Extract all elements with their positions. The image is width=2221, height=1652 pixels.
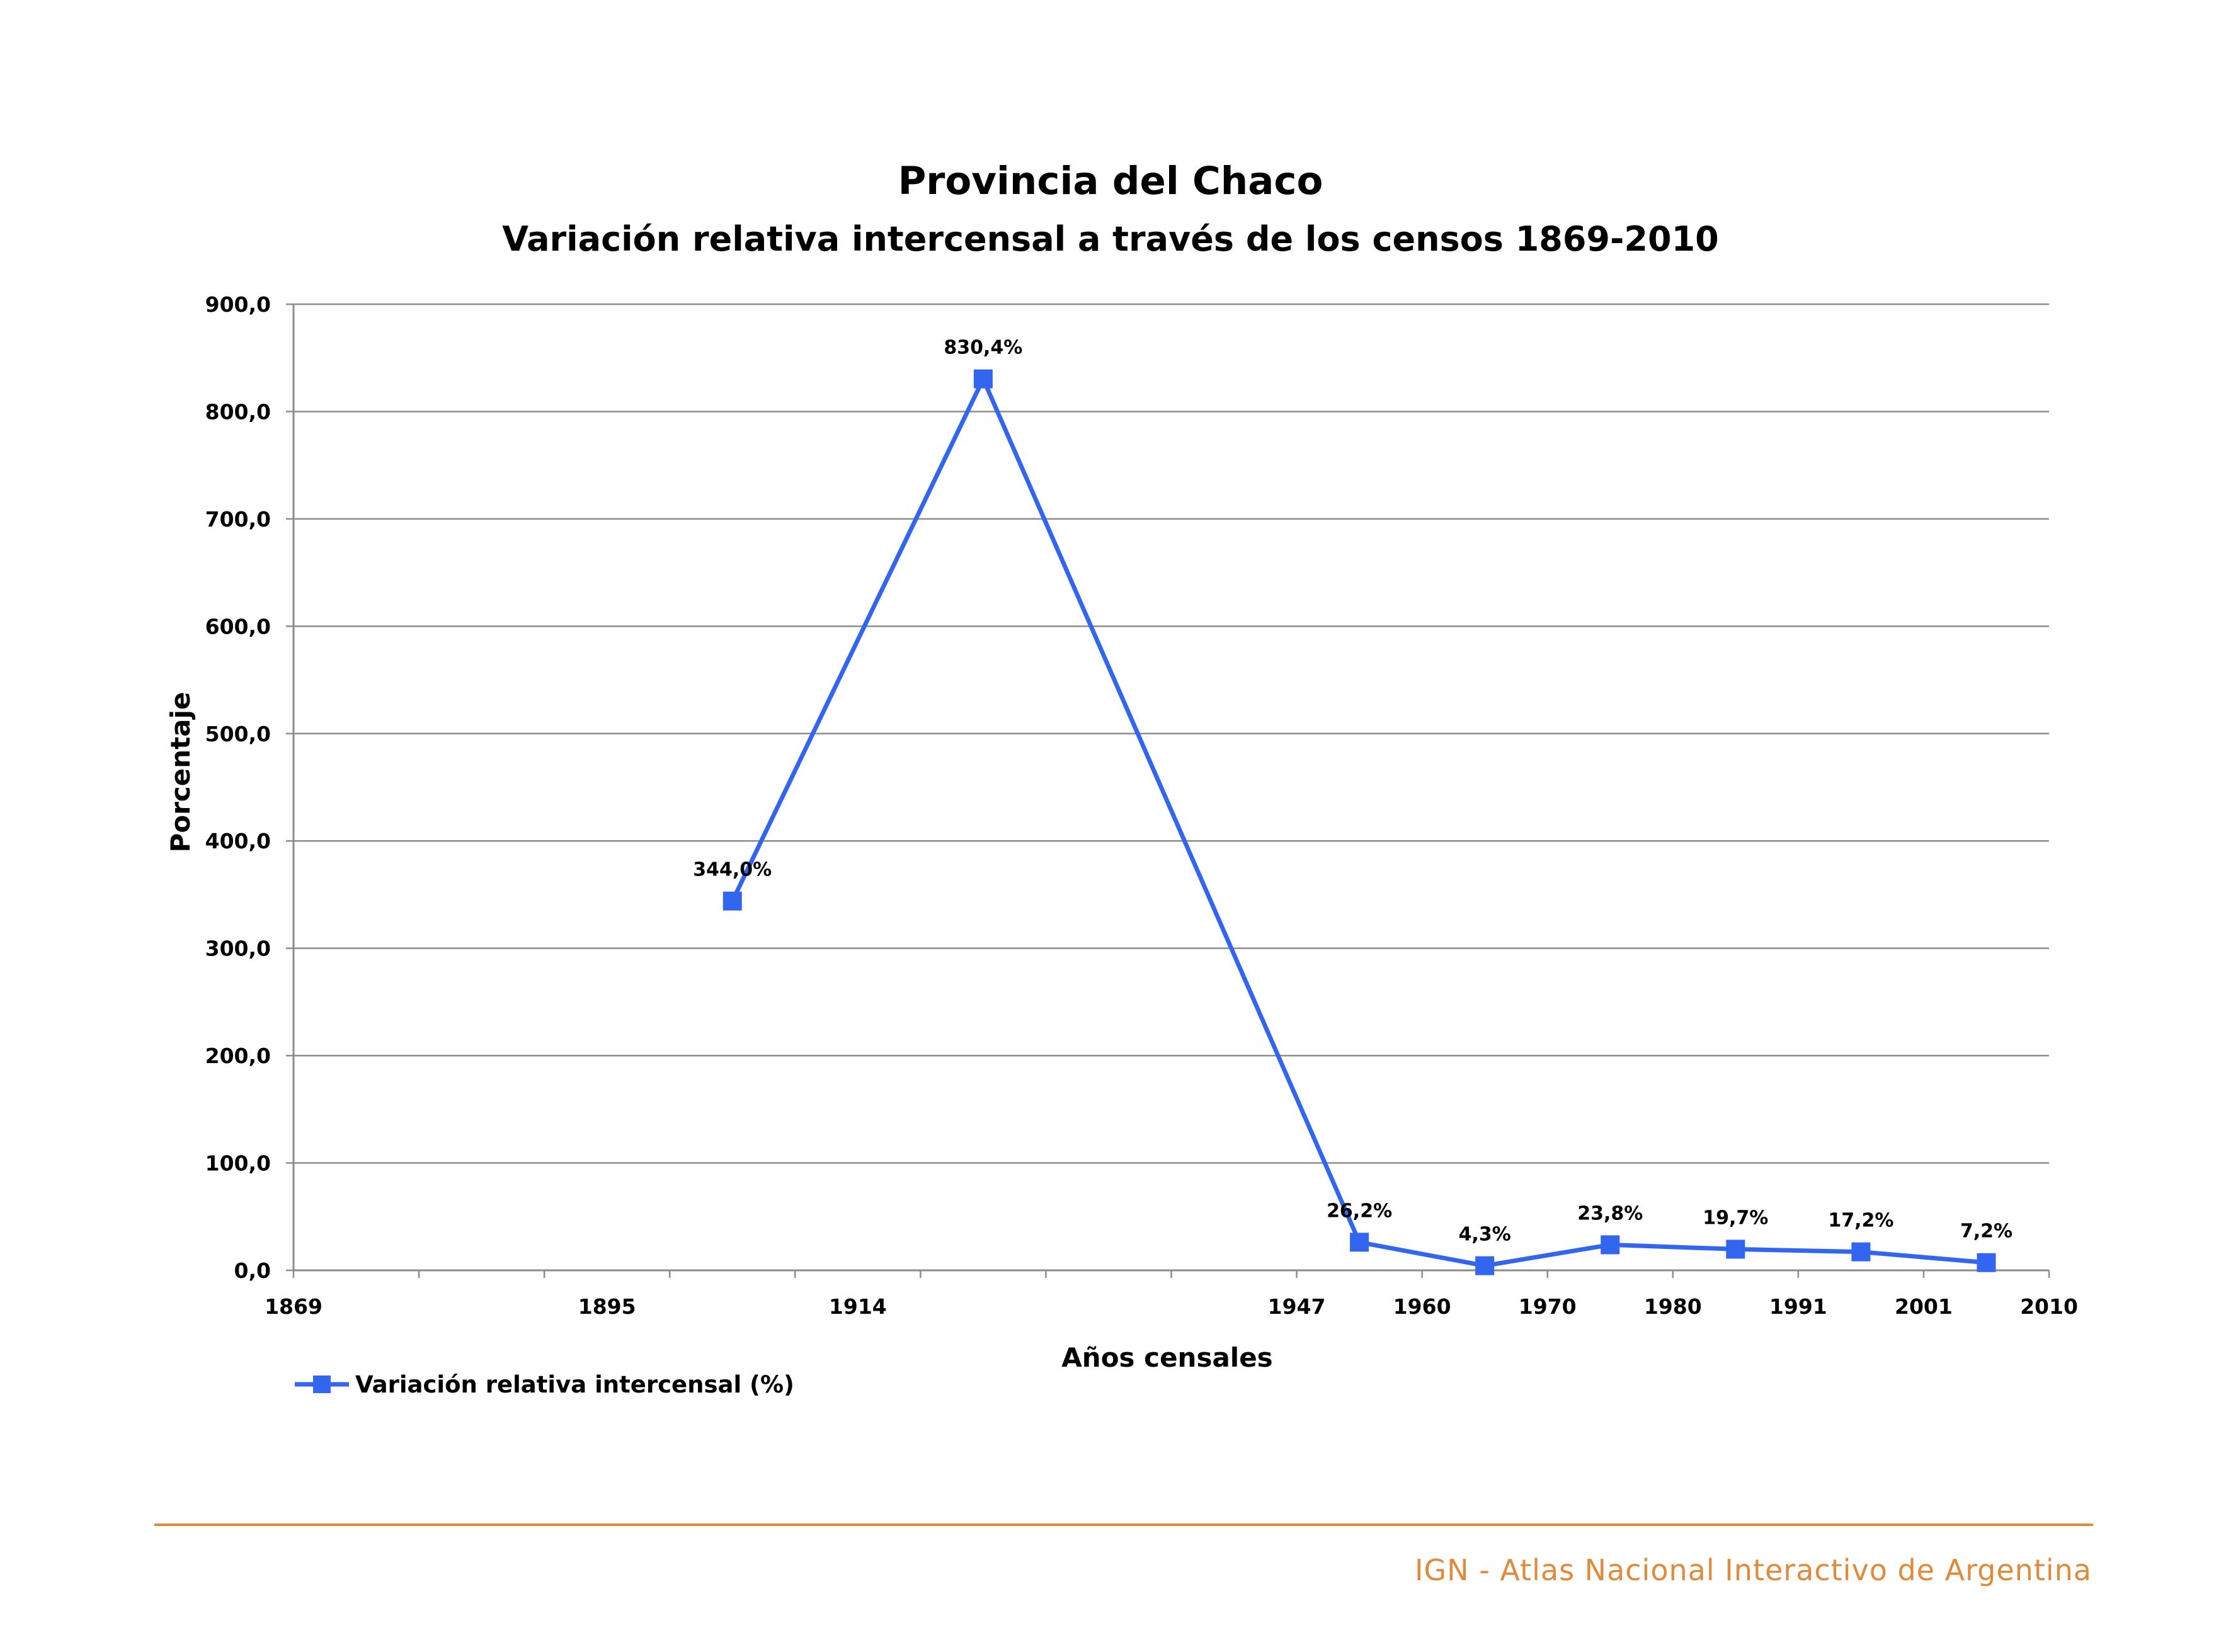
- chart-title: Provincia del Chaco: [898, 159, 1323, 203]
- gridlines: [294, 303, 2049, 1164]
- data-label: 830,4%: [944, 337, 1022, 359]
- x-tick-label: 1991: [1769, 1294, 1827, 1319]
- legend: Variación relativa intercensal (%): [295, 1371, 794, 1398]
- y-tick-label: 600,0: [205, 614, 271, 639]
- y-tick-label: 300,0: [205, 937, 271, 961]
- data-point: [1851, 1242, 1871, 1262]
- x-tick-label: 1960: [1393, 1294, 1451, 1319]
- data-label: 26,2%: [1327, 1200, 1392, 1222]
- footer-divider: [154, 1524, 2093, 1526]
- data-point: [1977, 1253, 1996, 1272]
- y-tick-label: 100,0: [205, 1151, 271, 1176]
- legend-marker: [313, 1376, 331, 1393]
- y-tick-label: 800,0: [205, 399, 271, 424]
- legend-label: Variación relativa intercensal (%): [355, 1371, 794, 1398]
- x-axis-title: Años censales: [1061, 1342, 1272, 1373]
- y-tick-label: 900,0: [205, 292, 271, 317]
- x-tick-label: 2010: [2020, 1294, 2078, 1319]
- axes: 0,0 100,0 200,0 300,0 400,0 500,0 600,0 700,0 80…: [205, 292, 2078, 1319]
- data-label: 19,7%: [1703, 1207, 1768, 1229]
- y-tick-label: 700,0: [205, 507, 271, 532]
- data-label: 4,3%: [1459, 1224, 1511, 1246]
- data-point: [1475, 1256, 1495, 1275]
- data-point: [973, 369, 993, 389]
- data-labels: 344,0% 830,4% 26,2% 4,3% 23,8% 19,7% 17,2% 7,2%: [693, 337, 2013, 1246]
- x-tick-label: 1914: [829, 1294, 887, 1319]
- y-tick-label: 500,0: [205, 722, 271, 746]
- y-axis-title: Porcentaje: [165, 692, 196, 853]
- x-tick-label: 1970: [1519, 1294, 1577, 1319]
- y-tick-label: 200,0: [205, 1044, 271, 1068]
- data-point: [1726, 1239, 1745, 1259]
- footer-credit: IGN - Atlas Nacional Interactivo de Arge…: [1414, 1553, 2092, 1587]
- x-tick-label: 1947: [1268, 1294, 1326, 1319]
- data-point: [1350, 1233, 1369, 1252]
- x-tick-label: 2001: [1895, 1294, 1953, 1319]
- x-tick-label: 1980: [1644, 1294, 1702, 1319]
- x-tick-label: 1869: [265, 1294, 323, 1319]
- data-label: 17,2%: [1828, 1210, 1893, 1232]
- chart-subtitle: Variación relativa intercensal a través …: [502, 219, 1718, 259]
- data-label: 7,2%: [1960, 1221, 2013, 1243]
- x-tick-label: 1895: [578, 1294, 636, 1319]
- data-point: [1601, 1235, 1620, 1255]
- data-series: [722, 369, 1996, 1275]
- y-tick-label: 400,0: [205, 829, 271, 853]
- series-line: [730, 377, 1987, 1268]
- y-tick-label: 0,0: [234, 1258, 271, 1283]
- data-point: [722, 891, 742, 911]
- data-label: 23,8%: [1577, 1202, 1643, 1224]
- data-label: 344,0%: [693, 859, 772, 881]
